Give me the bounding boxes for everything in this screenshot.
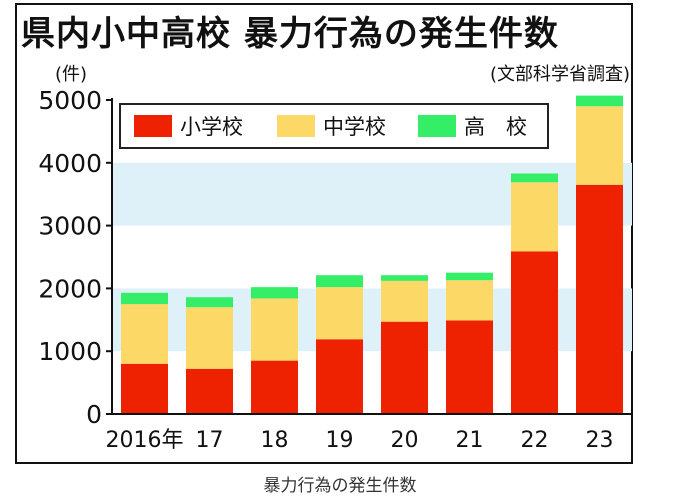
bar-segment	[381, 280, 428, 322]
bar-segment	[251, 287, 298, 299]
legend-box	[119, 103, 549, 149]
y-tick-label: 4000	[38, 149, 102, 178]
bar-segment	[511, 182, 558, 252]
x-tick-label: 21	[456, 428, 484, 453]
bar-segment	[121, 304, 168, 364]
x-tick-label: 20	[391, 428, 419, 453]
x-tick-label: 17	[196, 428, 224, 453]
bar-segment	[446, 280, 493, 321]
bar-segment	[316, 275, 363, 288]
y-tick-label: 0	[86, 400, 102, 429]
chart-title: 県内小中高校 暴力行為の発生件数	[21, 14, 559, 54]
legend-swatch	[134, 115, 172, 137]
caption: 暴力行為の発生件数	[263, 476, 417, 496]
x-tick-label: 18	[261, 428, 289, 453]
legend-label: 小学校	[180, 115, 243, 139]
bar-segment	[576, 106, 623, 185]
legend-swatch	[418, 115, 456, 137]
x-tick-label: 23	[586, 428, 614, 453]
y-tick-label: 3000	[38, 212, 102, 241]
bar-segment	[446, 320, 493, 414]
bar-segment	[251, 360, 298, 414]
y-tick-label: 5000	[38, 86, 102, 115]
bar-segment	[316, 339, 363, 414]
bar-segment	[511, 173, 558, 183]
bar-segment	[576, 184, 623, 414]
bar-segment	[186, 297, 233, 308]
bar-segment	[316, 287, 363, 340]
bar-segment	[446, 272, 493, 281]
legend-label: 高 校	[464, 115, 527, 139]
y-tick-label: 1000	[38, 337, 102, 366]
bar-segment	[121, 363, 168, 414]
legend-swatch	[277, 115, 315, 137]
bar-segment	[511, 251, 558, 414]
x-tick-label: 19	[326, 428, 354, 453]
bar-segment	[381, 275, 428, 281]
legend: 小学校 中学校 高 校	[119, 103, 549, 149]
bar-segment	[186, 368, 233, 414]
x-tick-label: 22	[521, 428, 549, 453]
axes: 0 1000 2000 3000 4000 5000	[38, 86, 632, 429]
y-axis-unit-label: (件)	[55, 64, 87, 85]
source-note: (文部科学省調査)	[490, 64, 630, 85]
bar-segment	[381, 321, 428, 414]
bars: 2016年 17 18 19 20 21 22 23	[106, 95, 623, 453]
legend-label: 中学校	[323, 115, 386, 139]
bar-segment	[121, 292, 168, 305]
bar-segment	[576, 95, 623, 107]
y-tick-label: 2000	[38, 274, 102, 303]
bar-segment	[251, 298, 298, 361]
bar-segment	[186, 307, 233, 369]
x-tick-label: 2016年	[106, 428, 184, 453]
